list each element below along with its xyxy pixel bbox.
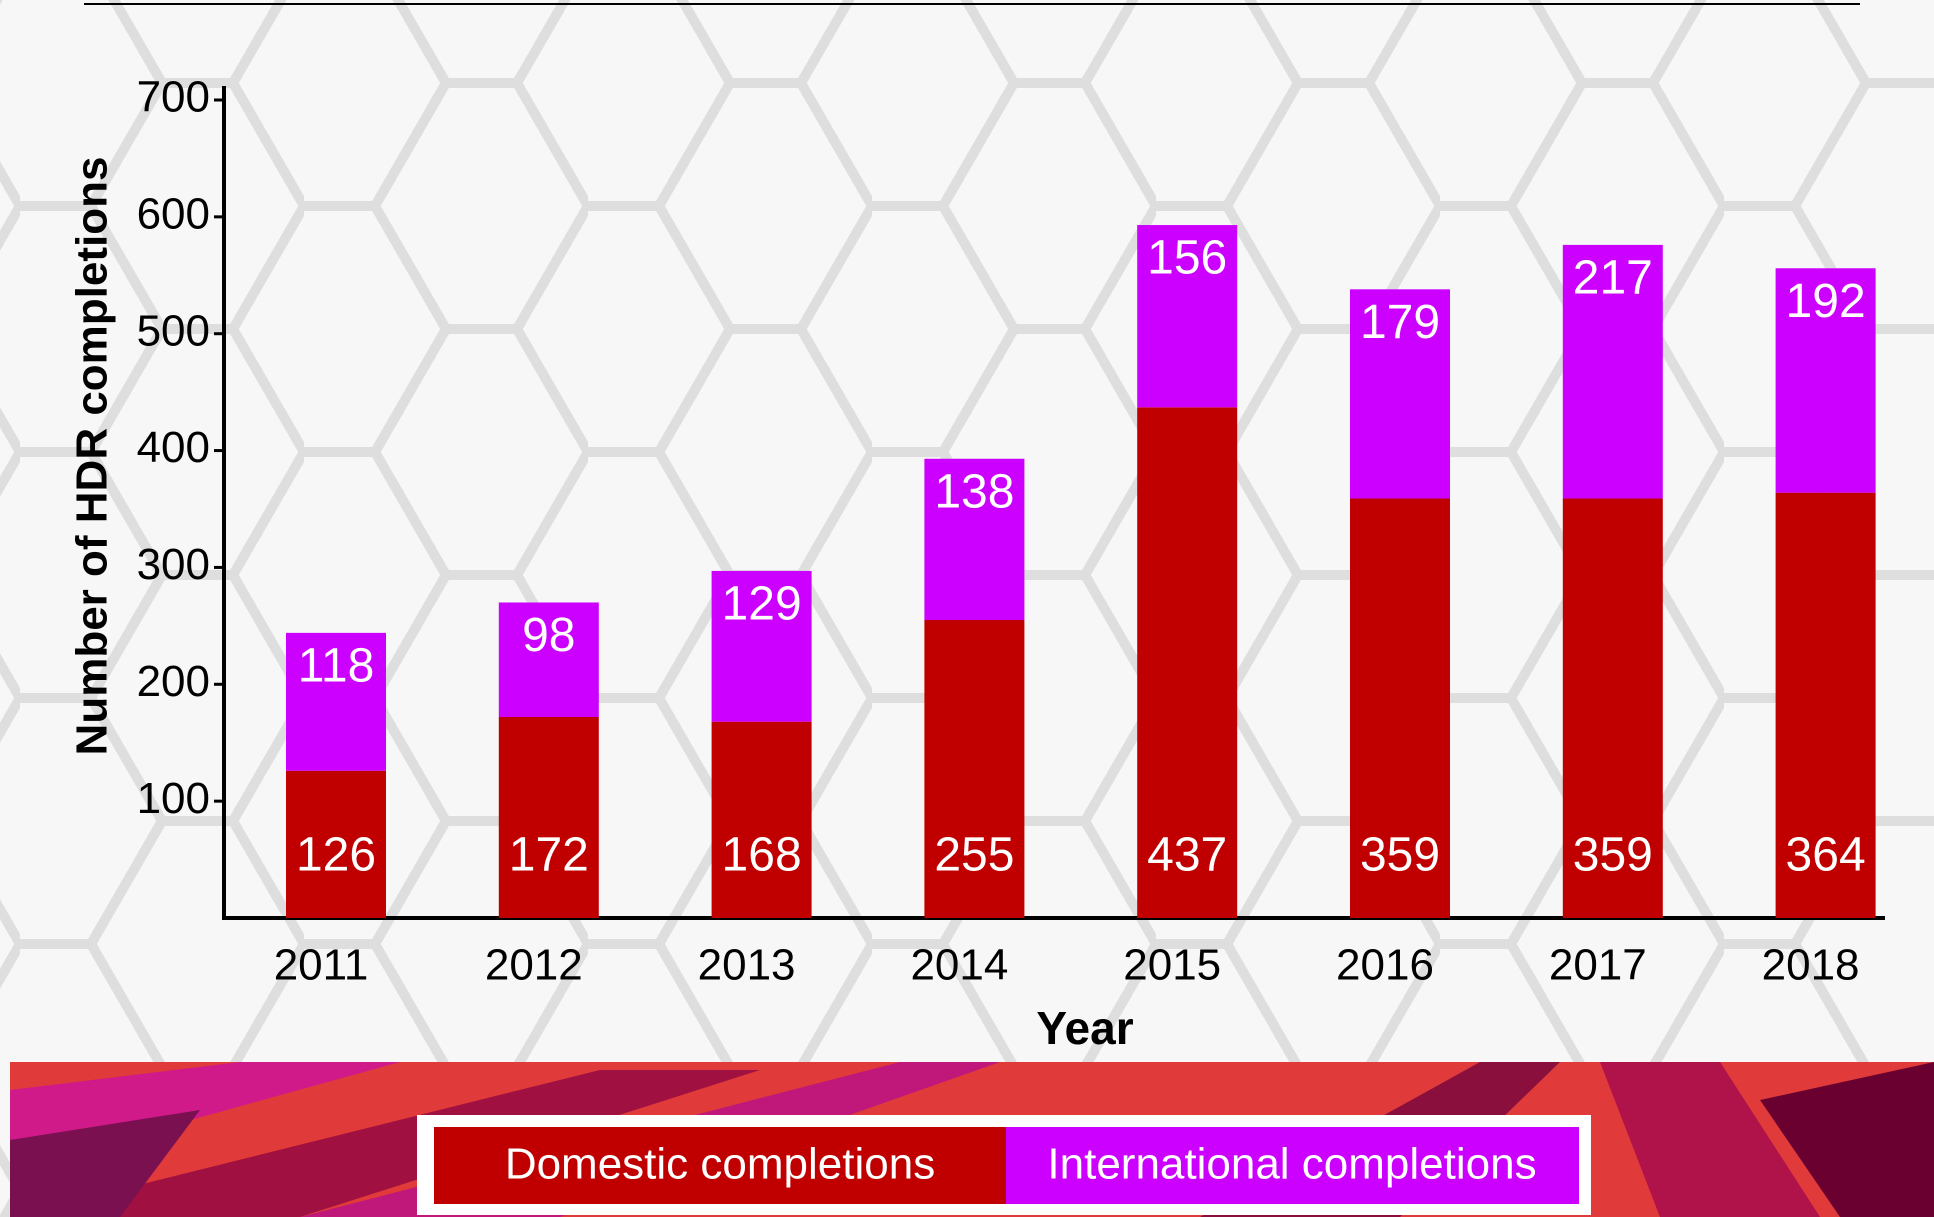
data-label: 192	[1786, 275, 1866, 328]
data-label: 179	[1360, 296, 1440, 349]
data-label: 359	[1573, 829, 1653, 882]
data-label: 255	[934, 829, 1014, 882]
y-tick-label: 200	[137, 657, 210, 706]
bar-segment	[712, 722, 812, 918]
x-tick-label: 2014	[910, 941, 1008, 990]
data-label: 364	[1786, 829, 1866, 882]
y-axis-title: Number of HDR completions	[68, 157, 117, 756]
bar-segment	[499, 717, 599, 918]
y-tick-label: 300	[137, 540, 210, 589]
x-tick-label: 2016	[1336, 941, 1434, 990]
data-label: 437	[1147, 829, 1227, 882]
data-label: 168	[722, 829, 802, 882]
y-tick-label: 500	[137, 306, 210, 355]
data-label: 172	[509, 829, 589, 882]
x-tick-label: 2017	[1549, 941, 1647, 990]
data-label: 129	[722, 578, 802, 631]
data-label: 98	[522, 609, 575, 662]
data-label: 118	[298, 640, 375, 693]
y-tick-label: 700	[137, 73, 210, 122]
y-tick-label: 600	[137, 189, 210, 238]
chart: Number of HDR completions Year 100 200 300…	[0, 0, 1934, 1217]
data-label: 359	[1360, 829, 1440, 882]
legend-label: International completions	[1047, 1140, 1536, 1189]
data-label: 217	[1573, 252, 1653, 305]
data-label: 156	[1147, 232, 1227, 285]
y-tick-label: 400	[137, 423, 210, 472]
x-axis-title: Year	[1036, 1002, 1133, 1054]
x-tick-label: 2011	[274, 941, 369, 990]
x-tick-label: 2013	[698, 941, 796, 990]
legend-label: Domestic completions	[505, 1140, 935, 1189]
x-tick-label: 2015	[1123, 941, 1221, 990]
x-tick-label: 2018	[1762, 941, 1860, 990]
x-tick-label: 2012	[485, 941, 583, 990]
data-label: 138	[934, 465, 1014, 518]
y-tick-label: 100	[137, 774, 210, 823]
data-label: 126	[296, 829, 376, 882]
